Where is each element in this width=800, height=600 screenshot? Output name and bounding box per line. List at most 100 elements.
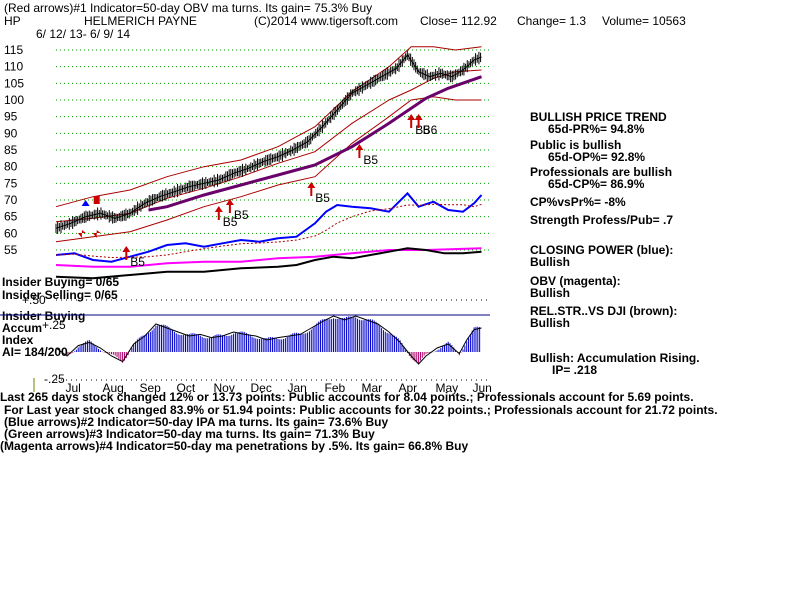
month-label-jan: Jan [288, 381, 307, 395]
month-label-jun: Jun [473, 381, 492, 395]
month-label-feb: Feb [325, 381, 346, 395]
strength-ratio: Strength Profess/Pub= .7 [530, 213, 673, 227]
price-bands [55, 46, 482, 243]
y-tick-105: 105 [4, 76, 24, 90]
price-line [55, 54, 482, 229]
professionals-status: Professionals are bullish [530, 165, 672, 179]
company-name: HELMERICH PAYNE [84, 14, 197, 28]
obv-series [55, 247, 482, 268]
y-tick-65: 65 [4, 210, 18, 224]
accumulation-index-series [55, 315, 482, 365]
volume-text: Volume= 10563 [602, 14, 686, 28]
accumulation-title: Bullish: Accumulation Rising. [530, 351, 700, 365]
red-down-arrow-icon [77, 230, 86, 238]
grid-lines [56, 49, 490, 381]
y-tick-70: 70 [4, 193, 18, 207]
trend-title: BULLISH PRICE TREND [530, 110, 667, 124]
insider-selling-count: Insider Selling= 0/65 [2, 288, 118, 302]
signal-label-b5: B5 [223, 215, 238, 229]
month-label-oct: Oct [177, 381, 196, 395]
insider-buying-count: Insider Buying= 0/65 [2, 275, 119, 289]
price-series [55, 50, 482, 234]
closing-power-ma-line [55, 203, 482, 259]
copyright-text: (C)2014 www.tigersoft.com [254, 14, 398, 28]
accum-tick-bottom: -.25 [44, 372, 65, 386]
signal-label-b5: B5 [130, 255, 145, 269]
red-signal-marker [93, 196, 100, 204]
month-label-sep: Sep [140, 381, 162, 395]
signal-label-b5: B5 [363, 153, 378, 167]
y-tick-55: 55 [4, 243, 18, 257]
buy-arrow-icon [225, 199, 234, 213]
signal-label-b5: B5 [315, 191, 330, 205]
red-down-arrow-icon [92, 230, 101, 238]
footer-line-3: (Blue arrows)#2 Indicator=50-day IPA ma … [4, 415, 389, 429]
x-axis-month-labels: Jul Aug Sep Oct Nov Dec Jan Feb Mar Apr May Jun [66, 381, 492, 395]
footer-line-1-text: 265 days stock changed 12% or 13.73 poin… [28, 390, 694, 404]
relstr-title: REL.STR..VS DJI (brown): [530, 304, 677, 318]
footer-line-1-prefix: Last [0, 390, 25, 404]
month-label-mar: Mar [362, 381, 383, 395]
y-tick-85: 85 [4, 143, 18, 157]
obv-title: OBV (magenta): [530, 274, 621, 288]
y-tick-75: 75 [4, 176, 18, 190]
ma200-line [148, 75, 482, 212]
relstr-line [55, 247, 482, 280]
relstr-value: Bullish [530, 316, 570, 330]
close-price: Close= 112.92 [420, 14, 497, 28]
price-change: Change= 1.3 [517, 14, 586, 28]
buy-arrow-icon [414, 114, 423, 128]
buy-arrow-icon [307, 182, 316, 196]
y-tick-90: 90 [4, 126, 18, 140]
closing-power-value: Bullish [530, 255, 570, 269]
obv-value: Bullish [530, 286, 570, 300]
ai-value: AI= 184/200 [2, 345, 68, 359]
insider-buying-label: Insider Buying [2, 309, 85, 323]
date-range: 6/ 12/ 13- 6/ 9/ 14 [36, 27, 130, 41]
moving-averages [55, 69, 482, 223]
month-label-apr: Apr [399, 381, 418, 395]
blue-signal-arrow-icon [81, 200, 90, 206]
closing-power-line [55, 191, 483, 263]
index-label: Index [2, 333, 34, 347]
y-tick-95: 95 [4, 110, 18, 124]
month-label-jul: Jul [66, 381, 81, 395]
month-label-aug: Aug [103, 381, 124, 395]
month-label-dec: Dec [251, 381, 272, 395]
month-label-nov: Nov [214, 381, 235, 395]
obv-line [55, 247, 482, 268]
y-tick-115: 115 [4, 43, 23, 57]
ticker-symbol: HP [4, 14, 21, 28]
ma50-line [55, 69, 482, 223]
ip-value: IP= .218 [552, 363, 597, 377]
buy-arrow-icon [122, 246, 131, 260]
op-percent: 65d-OP%= 92.8% [548, 150, 645, 164]
indicator-1-text: (Red arrows)#1 Indicator=50-day OBV ma t… [4, 1, 372, 15]
y-axis-ticks: 55 60 65 70 75 80 85 90 95 100 105 110 115 [4, 43, 24, 257]
closing-power-series [55, 191, 483, 263]
cp-vs-pr: CP%vsPr%= -8% [530, 195, 626, 209]
signal-label-b5: B5 [234, 208, 249, 222]
buy-arrow-icon [355, 144, 364, 158]
footer-line-5: (Magenta arrows)#4 Indicator=50-day ma p… [0, 439, 469, 453]
signal-label-b6: B6 [423, 123, 438, 137]
relative-strength-series [55, 247, 482, 280]
accum-label: Accum [2, 321, 42, 335]
pr-percent: 65d-PR%= 94.8% [548, 122, 645, 136]
public-status: Public is bullish [530, 138, 621, 152]
y-tick-100: 100 [4, 93, 24, 107]
band-upper-line [55, 46, 482, 208]
accum-tick-mid: +.25 [42, 318, 66, 332]
footer-line-1: Last 265 days stock changed 12% or 13.73… [0, 390, 694, 404]
month-label-may: May [436, 381, 459, 395]
cp-percent: 65d-CP%= 86.9% [548, 177, 645, 191]
footer-line-2: For Last year stock changed 83.9% or 51.… [4, 403, 718, 417]
y-tick-80: 80 [4, 160, 18, 174]
closing-power-title: CLOSING POWER (blue): [530, 243, 673, 257]
footer-line-4: (Green arrows)#3 Indicator=50-day ma tur… [4, 427, 375, 441]
y-tick-110: 110 [4, 60, 23, 74]
accum-ma-line [55, 315, 482, 365]
accum-tick-top: +.50 [22, 293, 46, 307]
